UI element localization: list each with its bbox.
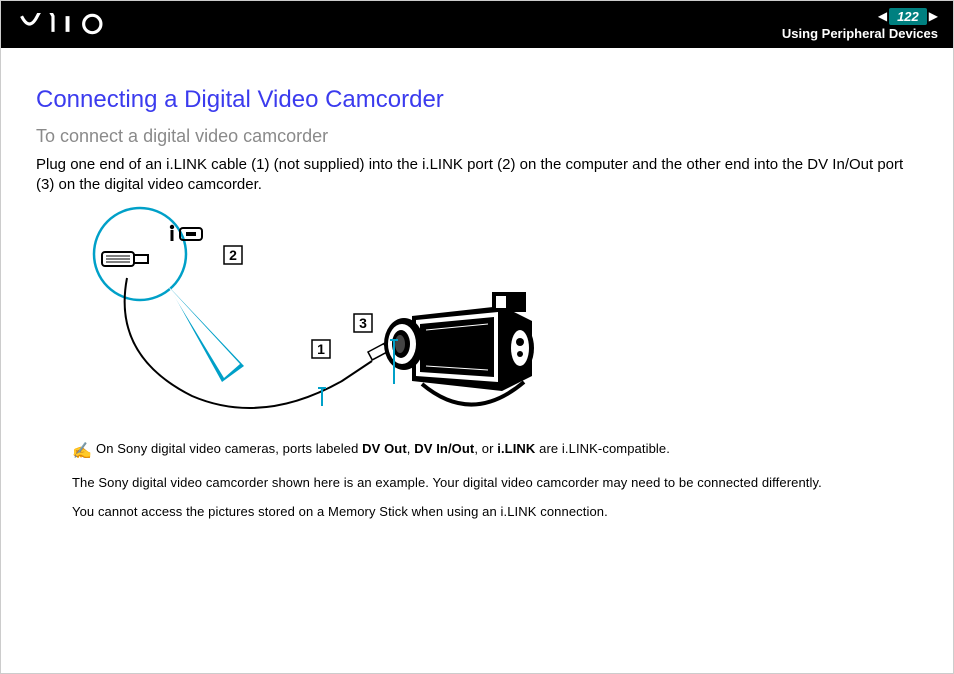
prev-page-arrow[interactable]: ◀ <box>878 9 887 23</box>
notes-block: ✍On Sony digital video cameras, ports la… <box>72 441 918 519</box>
svg-text:1: 1 <box>317 341 325 357</box>
connection-diagram: 2 <box>72 206 918 431</box>
callout-2: 2 <box>224 246 242 264</box>
callout-3: 3 <box>354 314 372 332</box>
page-number-badge: 122 <box>889 8 927 25</box>
note-3: You cannot access the pictures stored on… <box>72 504 918 519</box>
instruction-text: Plug one end of an i.LINK cable (1) (not… <box>36 155 918 196</box>
note-2: The Sony digital video camcorder shown h… <box>72 475 918 490</box>
note-icon: ✍ <box>72 441 92 461</box>
vaio-logo <box>20 13 130 35</box>
svg-text:2: 2 <box>229 247 237 263</box>
section-name: Using Peripheral Devices <box>782 26 938 41</box>
note-1: ✍On Sony digital video cameras, ports la… <box>72 441 918 461</box>
page-title: Connecting a Digital Video Camcorder <box>36 86 918 114</box>
svg-text:3: 3 <box>359 315 367 331</box>
header-right: ◀ 122 ▶ Using Peripheral Devices <box>782 8 938 41</box>
header-bar: ◀ 122 ▶ Using Peripheral Devices <box>0 0 954 48</box>
next-page-arrow[interactable]: ▶ <box>929 9 938 23</box>
callout-1: 1 <box>312 340 330 358</box>
page-subtitle: To connect a digital video camcorder <box>36 126 918 147</box>
page-nav: ◀ 122 ▶ <box>878 8 938 25</box>
page-content: Connecting a Digital Video Camcorder To … <box>0 48 954 519</box>
